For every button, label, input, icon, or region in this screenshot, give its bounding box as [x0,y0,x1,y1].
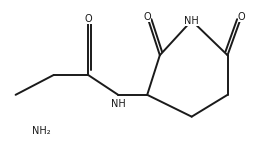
Text: O: O [84,14,92,24]
Text: NH: NH [184,16,199,26]
Text: NH₂: NH₂ [32,126,51,136]
Text: NH: NH [111,99,125,109]
Text: O: O [238,12,245,22]
Text: O: O [144,12,151,22]
